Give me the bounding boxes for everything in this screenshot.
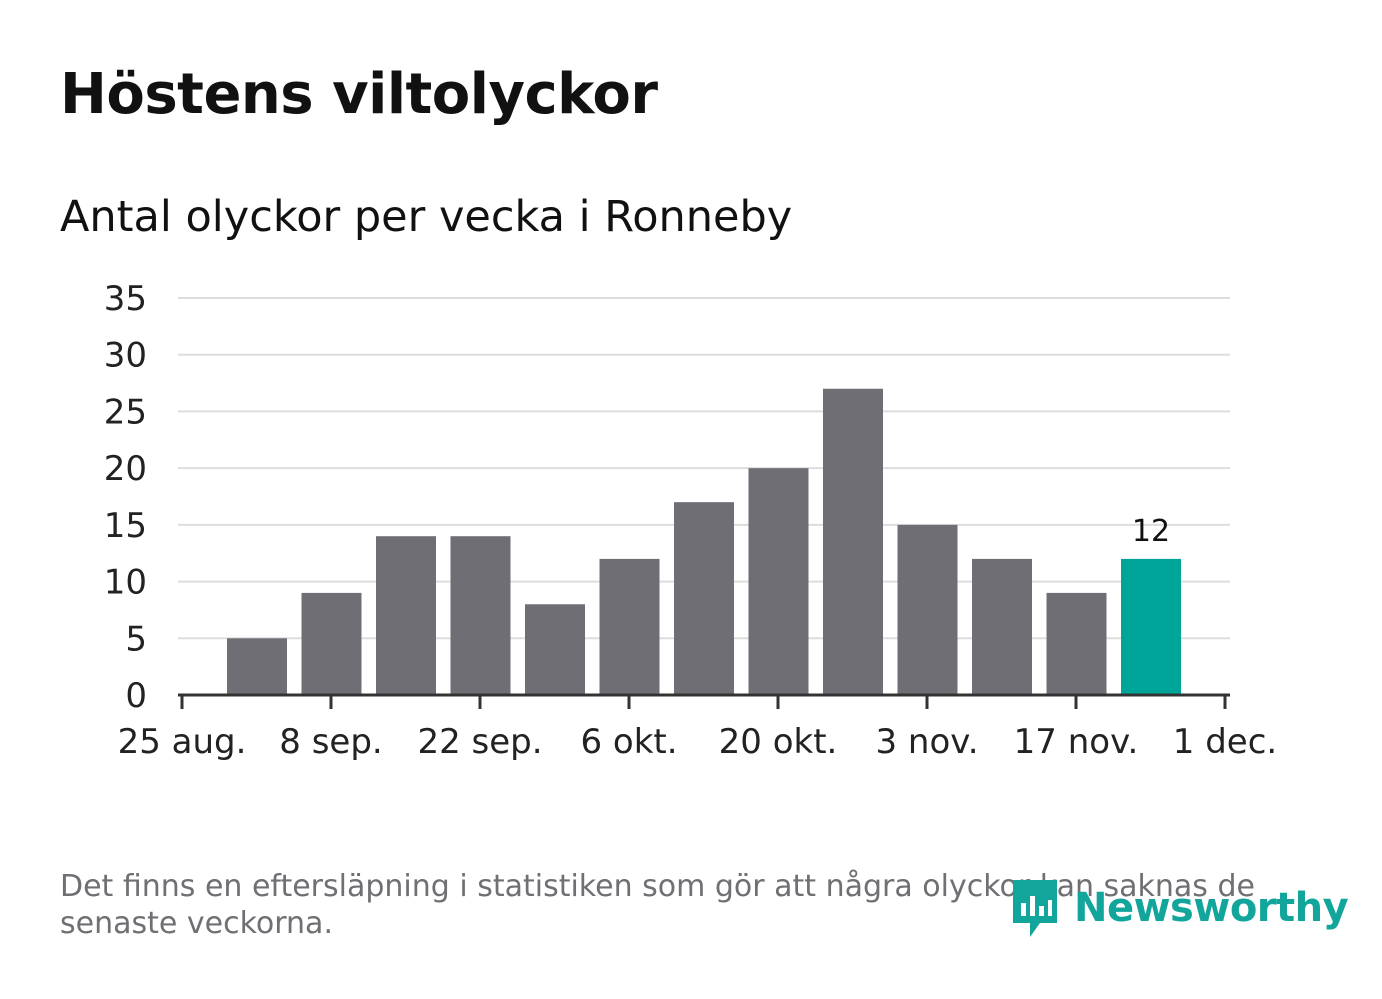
bar: [599, 558, 660, 695]
bar: [450, 536, 511, 695]
y-tick-label: 0: [125, 676, 147, 716]
newsworthy-logo-icon: [1013, 880, 1057, 937]
x-tick-label: 20 okt.: [719, 722, 838, 762]
newsworthy-logo: Newsworthy: [1010, 876, 1349, 940]
y-tick-label: 25: [104, 392, 147, 432]
bar: [897, 524, 958, 695]
bar: [1046, 592, 1107, 695]
chart-title: Höstens viltolyckor: [60, 62, 658, 127]
x-tick-label: 22 sep.: [417, 722, 542, 762]
bar: [1121, 558, 1181, 695]
data-label: 12: [1132, 514, 1170, 549]
y-tick-label: 20: [104, 449, 147, 489]
y-tick-label: 5: [125, 619, 147, 659]
bar: [227, 638, 287, 695]
bar: [301, 592, 362, 695]
bar: [674, 502, 734, 695]
data-labels: 12: [1132, 514, 1170, 549]
newsworthy-logo-text: Newsworthy: [1074, 885, 1349, 931]
x-tick-label: 25 aug.: [118, 722, 247, 762]
y-tick-label: 15: [104, 506, 147, 546]
x-tick-label: 3 nov.: [875, 722, 978, 762]
x-tick-label: 17 nov.: [1014, 722, 1139, 762]
x-axis: [178, 693, 1230, 709]
bar: [376, 536, 436, 695]
chart-subtitle: Antal olyckor per vecka i Ronneby: [60, 192, 793, 242]
y-tick-label: 30: [104, 336, 147, 376]
x-tick-label: 8 sep.: [279, 722, 382, 762]
y-axis-labels: 0 5 10 15 20 25 30 35: [104, 279, 147, 716]
x-tick-label: 1 dec.: [1173, 722, 1277, 762]
x-tick-label: 6 okt.: [580, 722, 677, 762]
bar: [972, 558, 1032, 695]
y-tick-label: 10: [104, 563, 147, 603]
bar: [525, 604, 585, 695]
bars: [227, 388, 1181, 695]
bar: [748, 468, 809, 695]
bar: [823, 388, 883, 695]
x-axis-labels: 25 aug. 8 sep. 22 sep. 6 okt. 20 okt. 3 nov. 1…: [118, 722, 1278, 762]
y-tick-label: 35: [104, 279, 147, 319]
